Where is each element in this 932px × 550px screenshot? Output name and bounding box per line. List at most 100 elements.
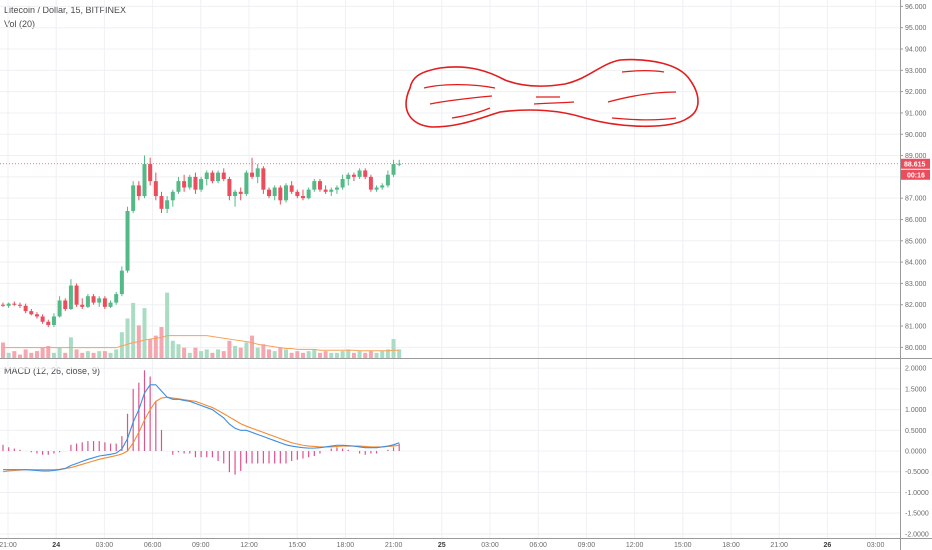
time-tick-label: 06:00 (529, 542, 547, 549)
volume-bar (74, 349, 79, 358)
volume-bar (40, 347, 45, 358)
candle-body (261, 168, 266, 190)
candle-body (148, 164, 153, 182)
candle-body (6, 303, 11, 306)
candle-body (91, 296, 96, 303)
volume-bar (300, 352, 305, 358)
candle-body (295, 191, 300, 197)
volume-ma-line (3, 335, 400, 352)
last-price-tag (901, 158, 930, 169)
volume-bar (148, 339, 153, 358)
candle-body (17, 304, 22, 306)
volume-bar (340, 351, 345, 358)
volume-bar (63, 352, 68, 358)
drawing-annotation (405, 58, 699, 128)
volume-bar (351, 352, 356, 358)
candle-body (250, 172, 255, 177)
price-tick-label: 85.000 (905, 238, 927, 245)
candle-body (204, 172, 209, 179)
volume-bar (204, 349, 209, 358)
time-tick-label: 25 (438, 542, 446, 549)
volume-bar (267, 349, 272, 358)
candle-body (187, 176, 192, 188)
price-tick-label: 87.000 (905, 196, 927, 203)
macd-series (2, 370, 400, 475)
candle-body (114, 294, 119, 303)
time-tick-label: 21:00 (0, 542, 17, 549)
volume-bar (357, 351, 362, 358)
volume-bar (374, 352, 379, 358)
volume-bar (170, 340, 175, 358)
price-tick-label: 90.000 (905, 132, 927, 139)
candle-body (289, 185, 294, 192)
candle-body (267, 189, 272, 197)
time-tick-label: 15:00 (288, 542, 306, 549)
candle-body (131, 185, 136, 211)
price-tick-label: 91.000 (905, 110, 927, 117)
candle-body (329, 189, 334, 192)
volume-bar (391, 339, 396, 358)
macd-tick-label: 0.0000 (905, 449, 927, 456)
volume-bar (119, 332, 124, 358)
candle-body (351, 174, 356, 177)
time-tick-label: 03:00 (96, 542, 114, 549)
time-tick-label: 26 (824, 542, 832, 549)
volume-bar (289, 352, 294, 358)
volume-bar (250, 335, 255, 358)
time-tick-label: 21:00 (770, 542, 788, 549)
macd-tick-label: -0.5000 (905, 469, 929, 476)
volume-bar (131, 302, 136, 358)
candle-body (102, 298, 107, 307)
candle-body (300, 196, 305, 199)
volume-bar (238, 347, 243, 358)
time-tick-label: 18:00 (337, 542, 355, 549)
candle-body (278, 187, 283, 201)
candle-body (363, 170, 368, 177)
candle-body (238, 191, 243, 194)
volume-bar (6, 352, 11, 358)
macd-tick-label: 1.5000 (905, 386, 927, 393)
volume-bar (29, 352, 34, 358)
candle-body (51, 316, 56, 325)
volume-bar (23, 349, 28, 358)
volume-bar (159, 327, 164, 358)
volume-bar (210, 352, 215, 358)
price-tick-label: 82.000 (905, 302, 927, 309)
candle-body (323, 189, 328, 192)
volume-bar (278, 347, 283, 358)
chart-title: Litecoin / Dollar, 15, BITFINEX (4, 5, 127, 15)
volume-bar (380, 351, 385, 358)
candle-body (391, 164, 396, 175)
candle-body (176, 181, 181, 192)
candle-body (306, 189, 311, 199)
volume-bar (51, 352, 56, 358)
volume-bar (57, 347, 62, 358)
volume-bar (97, 351, 102, 358)
price-tick-label: 81.000 (905, 324, 927, 331)
price-tick-label: 94.000 (905, 47, 927, 54)
time-tick-label: 06:00 (144, 542, 162, 549)
volume-bar (312, 349, 317, 358)
macd-tick-label: 2.0000 (905, 366, 927, 373)
candle-body (34, 314, 39, 317)
volume-bar (221, 351, 226, 358)
volume-bar (363, 352, 368, 358)
candle-body (85, 296, 90, 307)
time-tick-label: 15:00 (674, 542, 692, 549)
candle-body (68, 285, 73, 309)
countdown-label: 00:16 (907, 172, 925, 179)
candle-body (74, 285, 79, 305)
time-tick-label: 12:00 (240, 542, 258, 549)
price-tick-label: 92.000 (905, 89, 927, 96)
macd-line (3, 384, 400, 472)
candle-body (374, 187, 379, 190)
candle-body (233, 191, 238, 197)
price-tick-label: 93.000 (905, 68, 927, 75)
candle-body (380, 185, 385, 188)
volume-bar (368, 351, 373, 358)
candle-body (340, 179, 345, 188)
price-tick-label: 80.000 (905, 345, 927, 352)
volume-bar (142, 308, 147, 358)
